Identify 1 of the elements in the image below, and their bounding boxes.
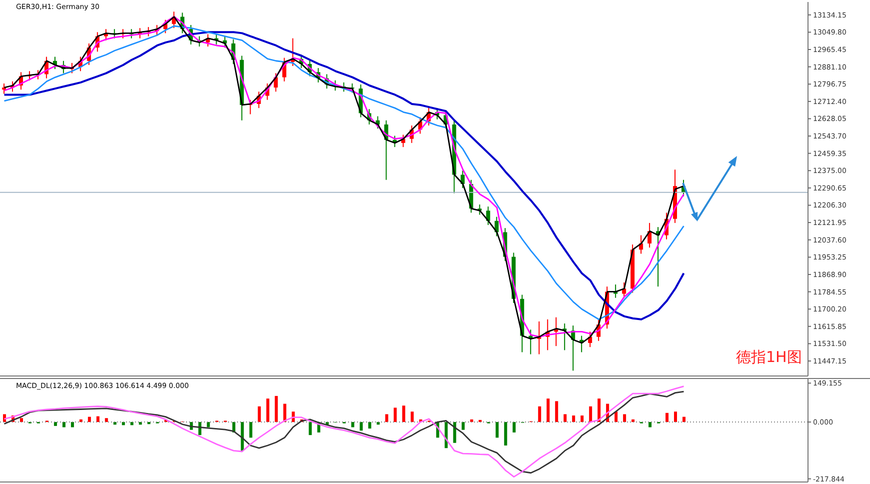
text: 德指1H图 (736, 348, 802, 367)
